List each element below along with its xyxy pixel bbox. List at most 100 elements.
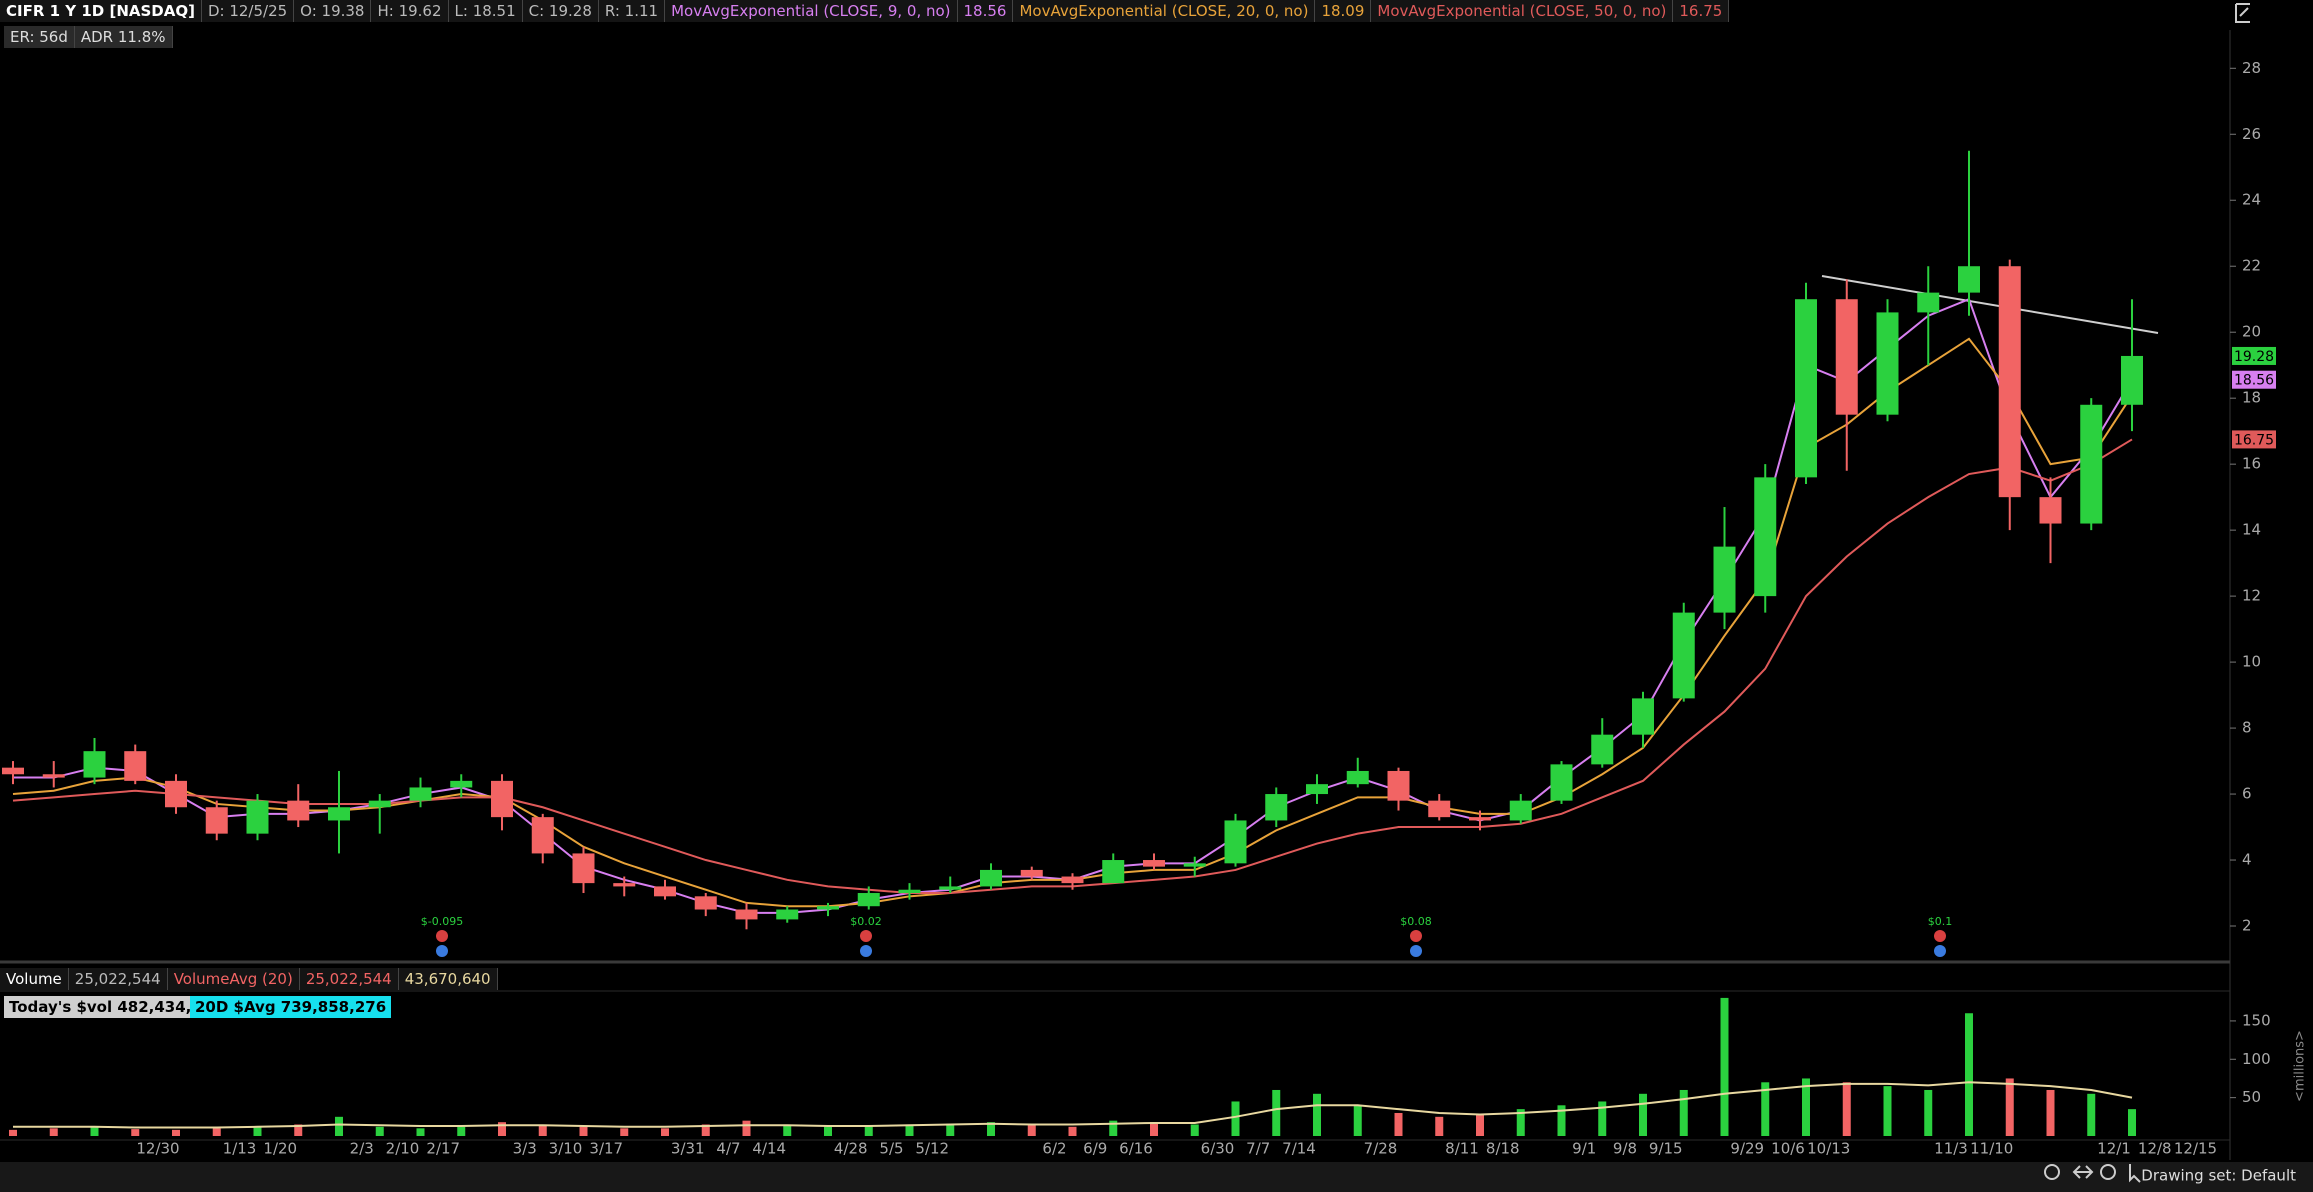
volume-bar	[905, 1124, 914, 1136]
candle-body	[939, 886, 962, 890]
cursor-icon[interactable]	[2129, 1164, 2141, 1183]
candle-body	[1591, 734, 1614, 765]
y-tick-label: 20	[2242, 323, 2261, 341]
volume-bar	[335, 1116, 343, 1136]
candle-body	[1958, 266, 1980, 293]
symbol[interactable]: CIFR 1 Y 1D [NASDAQ]	[0, 0, 202, 22]
x-tick-label: 12/8	[2138, 1140, 2172, 1158]
toolbar-icons[interactable]	[2044, 1164, 2141, 1183]
y-tick-label: 6	[2242, 785, 2252, 803]
x-tick-label: 10/13	[1807, 1140, 1850, 1158]
volume-bar	[742, 1120, 751, 1136]
volume-avg-line	[13, 1081, 2133, 1129]
x-tick-label: 9/15	[1649, 1140, 1683, 1158]
candle-body	[205, 807, 228, 834]
volume-bar	[1394, 1112, 1403, 1136]
volume-value2: 43,670,640	[398, 968, 498, 990]
volume-bar	[172, 1129, 180, 1136]
volume-bar	[1435, 1116, 1444, 1136]
adr-badge: ADR 11.8%	[74, 26, 173, 48]
x-tick-label: 12/15	[2174, 1140, 2217, 1158]
x-tick-label: 1/13	[223, 1140, 257, 1158]
header-field: D: 12/5/25	[201, 0, 295, 22]
pan-icon[interactable]	[2072, 1165, 2094, 1179]
candle-body	[735, 909, 758, 920]
candle-body	[328, 807, 350, 821]
candle-body	[1998, 266, 2021, 498]
price-badge	[2232, 370, 2276, 389]
candle-body	[1265, 794, 1288, 821]
candle-body	[1795, 299, 1817, 478]
volume-bar	[824, 1126, 832, 1136]
side-icon[interactable]	[2235, 3, 2250, 23]
legend-name: MovAvgExponential (CLOSE, 20, 0, no)	[1013, 0, 1316, 22]
volume-bar	[1027, 1125, 1036, 1136]
volume-bar	[1557, 1105, 1566, 1136]
event-label: $-0.095	[421, 915, 463, 928]
volume-bar	[375, 1126, 384, 1136]
candle-body	[124, 751, 147, 781]
volume-bar	[1802, 1078, 1810, 1136]
volume-bar	[864, 1125, 873, 1136]
candle-body	[450, 780, 473, 788]
candle-body	[1672, 612, 1695, 699]
event-icon	[436, 945, 448, 957]
candle-body	[1509, 800, 1532, 821]
candle-body	[368, 800, 391, 808]
x-tick-label: 4/28	[834, 1140, 868, 1158]
volume-bar	[1150, 1122, 1158, 1136]
today-dollar-volume: Today's $vol 482,434,648	[4, 996, 228, 1018]
study-badges: ER: 56d ADR 11.8%	[4, 26, 173, 48]
volume-avg-value: 25,022,544	[299, 968, 399, 990]
volume-bar	[1639, 1093, 1647, 1136]
y-tick-label: 24	[2242, 191, 2261, 209]
event-icon	[436, 930, 448, 942]
y-tick-label: 14	[2242, 521, 2261, 539]
volume-bar	[2128, 1109, 2136, 1136]
zoom-icon[interactable]	[2044, 1164, 2060, 1180]
x-tick-label: 6/9	[1083, 1140, 1107, 1158]
x-tick-label: 3/3	[513, 1140, 537, 1158]
candle-body	[2, 767, 24, 775]
y-tick-label: 50	[2242, 1088, 2261, 1106]
y-tick-label: 8	[2242, 719, 2252, 737]
candle-body	[817, 906, 839, 910]
candle-body	[694, 896, 717, 910]
price-badge-label: 19.28	[2234, 349, 2274, 365]
y-tick-label: 2	[2242, 917, 2252, 935]
crosshair-icon[interactable]	[2100, 1164, 2116, 1180]
volume-bar	[1109, 1120, 1118, 1136]
candle-body	[1346, 770, 1369, 785]
candle-body	[1469, 817, 1491, 821]
header-bar: CIFR 1 Y 1D [NASDAQ] D: 12/5/25 O: 19.38…	[0, 0, 1730, 22]
candle-body	[531, 817, 554, 854]
x-tick-label: 8/11	[1445, 1140, 1479, 1158]
y-tick-label: 28	[2242, 59, 2261, 77]
candle-body	[287, 800, 310, 821]
x-tick-label: 9/1	[1572, 1140, 1596, 1158]
y-tick-label: 18	[2242, 389, 2261, 407]
header-field: H: 19.62	[371, 0, 449, 22]
legend-name: MovAvgExponential (CLOSE, 50, 0, no)	[1371, 0, 1674, 22]
candle-body	[2039, 497, 2062, 524]
price-badge	[2232, 346, 2276, 365]
y-tick-label: 22	[2242, 257, 2261, 275]
candle-body	[409, 787, 432, 801]
candle-body	[83, 751, 106, 778]
volume-bar	[9, 1129, 17, 1136]
event-icon	[1410, 945, 1422, 957]
candle-body	[1061, 876, 1084, 884]
volume-bar	[1068, 1126, 1077, 1136]
candle-body	[980, 869, 1002, 887]
candle-body	[1143, 860, 1165, 867]
volume-header: Volume 25,022,544 VolumeAvg (20) 25,022,…	[0, 968, 498, 990]
candle-body	[776, 909, 799, 920]
drawing-set[interactable]: Drawing set: Default	[2141, 1167, 2296, 1185]
volume-bar	[1761, 1082, 1770, 1136]
volume-bar	[1353, 1105, 1362, 1136]
x-tick-label: 9/8	[1613, 1140, 1637, 1158]
x-tick-label: 6/30	[1201, 1140, 1235, 1158]
y-axis-label: <millions>	[2293, 1030, 2308, 1102]
x-tick-label: 2/3	[350, 1140, 374, 1158]
